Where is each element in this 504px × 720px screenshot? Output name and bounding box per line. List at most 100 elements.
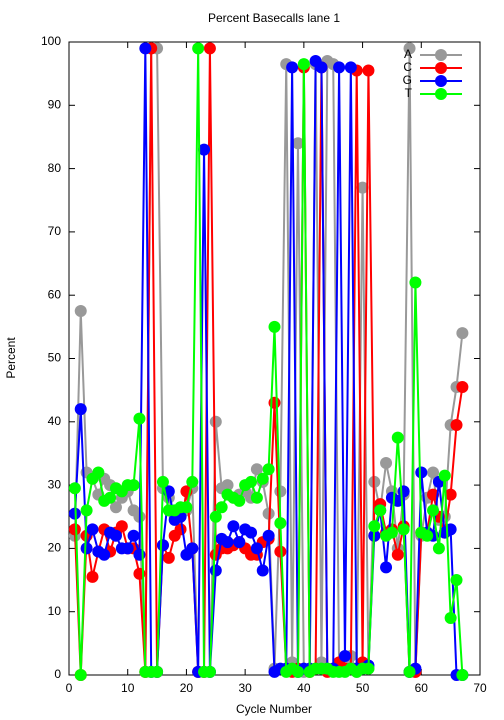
data-point (344, 61, 357, 74)
data-point (151, 665, 164, 678)
data-point (186, 475, 199, 488)
data-point (374, 504, 387, 517)
y-tick-label: 100 (41, 34, 61, 48)
x-tick-label: 70 (473, 681, 487, 695)
x-tick-label: 30 (238, 681, 252, 695)
data-point (274, 517, 287, 530)
legend-marker (435, 75, 447, 87)
y-tick-label: 20 (48, 541, 62, 555)
data-point (74, 403, 87, 416)
data-point (186, 542, 199, 555)
data-point (127, 479, 140, 492)
data-point (262, 507, 275, 520)
x-tick-label: 50 (356, 681, 370, 695)
y-tick-label: 0 (54, 667, 61, 681)
data-point (256, 564, 269, 577)
data-point (397, 523, 410, 536)
data-point (444, 612, 457, 625)
y-tick-label: 80 (48, 161, 62, 175)
data-point (74, 305, 87, 318)
data-point (198, 143, 211, 156)
chart-title: Percent Basecalls lane 1 (208, 11, 340, 25)
data-point (139, 42, 152, 55)
data-point (80, 542, 93, 555)
series-line (73, 48, 464, 676)
data-point (209, 415, 222, 428)
data-point (215, 501, 228, 514)
data-point (162, 551, 175, 564)
data-point (438, 469, 451, 482)
data-point (156, 539, 169, 552)
data-point (397, 485, 410, 498)
data-point (245, 475, 258, 488)
data-point (421, 529, 434, 542)
data-point (121, 542, 134, 555)
data-point (456, 327, 469, 340)
data-point (385, 526, 398, 539)
data-point (291, 665, 304, 678)
data-point (156, 475, 169, 488)
data-point (403, 665, 416, 678)
x-tick-label: 0 (66, 681, 73, 695)
x-tick-label: 60 (415, 681, 429, 695)
data-point (92, 466, 105, 479)
data-point (68, 523, 81, 536)
data-point (209, 564, 222, 577)
data-point (109, 501, 122, 514)
y-tick-label: 50 (48, 351, 62, 365)
data-point (203, 665, 216, 678)
data-point (86, 570, 99, 583)
data-point (209, 510, 222, 523)
data-point (286, 61, 299, 74)
data-point (450, 418, 463, 431)
legend-marker (435, 49, 447, 61)
data-point (456, 380, 469, 393)
data-point (415, 466, 428, 479)
data-point (233, 536, 246, 549)
data-point (250, 491, 263, 504)
data-point (333, 61, 346, 74)
data-point (250, 463, 263, 476)
data-point (391, 548, 404, 561)
data-point (380, 561, 393, 574)
data-point (362, 662, 375, 675)
y-tick-label: 70 (48, 224, 62, 238)
data-point (86, 523, 99, 536)
data-point (268, 320, 281, 333)
y-tick-label: 60 (48, 287, 62, 301)
data-point (256, 472, 269, 485)
y-tick-label: 90 (48, 97, 62, 111)
data-point (409, 276, 422, 289)
data-point (98, 548, 111, 561)
data-point (338, 650, 351, 663)
data-point (80, 504, 93, 517)
data-point (262, 463, 275, 476)
data-point (444, 488, 457, 501)
x-tick-label: 10 (121, 681, 135, 695)
y-tick-label: 40 (48, 414, 62, 428)
data-point (456, 669, 469, 681)
data-point (427, 504, 440, 517)
data-point (180, 501, 193, 514)
data-point (368, 520, 381, 533)
y-tick-label: 10 (48, 604, 62, 618)
legend-label: C (403, 60, 412, 74)
data-point (221, 536, 234, 549)
data-point (380, 456, 393, 469)
data-point (203, 42, 216, 55)
series-line (73, 48, 464, 676)
data-point (192, 42, 205, 55)
data-point (250, 542, 263, 555)
data-point (274, 545, 287, 558)
legend-marker (435, 88, 447, 100)
data-point (362, 64, 375, 77)
data-point (297, 58, 310, 71)
data-point (315, 61, 328, 74)
legend-label: G (403, 73, 412, 87)
x-tick-label: 40 (297, 681, 311, 695)
data-point (109, 529, 122, 542)
data-point (450, 574, 463, 587)
data-point (403, 42, 416, 55)
data-point (391, 431, 404, 444)
